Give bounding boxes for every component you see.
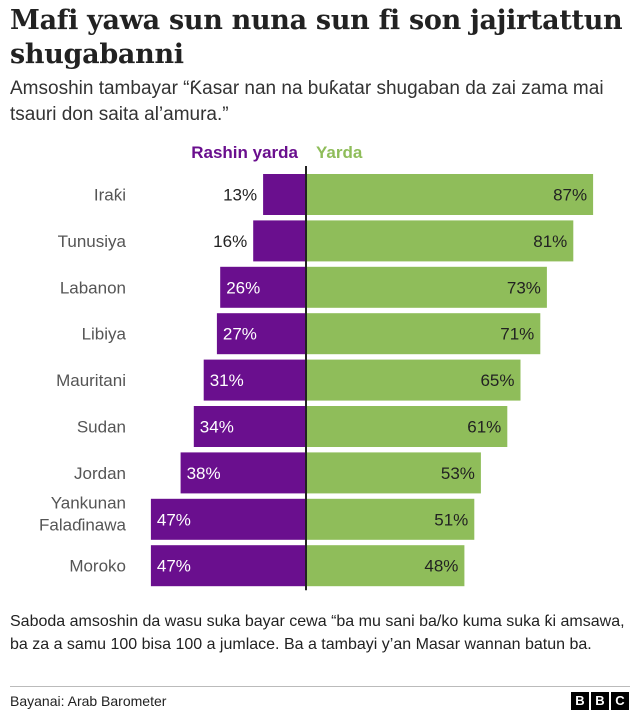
value-label-disagree: 47% (157, 557, 191, 576)
bar-disagree (203, 359, 306, 401)
bar-agree (306, 406, 508, 447)
value-label-disagree: 38% (187, 464, 221, 483)
chart-subtitle: Amsoshin tambayar “Ƙasar nan na buƙatar … (10, 78, 604, 125)
value-label-disagree: 16% (213, 232, 247, 251)
source-note: Bayanai: Arab Barometer (10, 693, 167, 709)
value-label-agree: 65% (480, 371, 514, 390)
bbc-logo: B B C (571, 692, 629, 710)
value-label-disagree: 27% (223, 325, 257, 344)
bar-disagree (220, 266, 306, 308)
value-label-disagree: 31% (210, 371, 244, 390)
category-label: Tunusiya (58, 232, 127, 251)
value-label-disagree: 13% (223, 186, 257, 205)
category-label: Jordan (74, 464, 126, 483)
bar-disagree (180, 452, 306, 494)
bar-agree (306, 359, 521, 401)
bbc-logo-letter: B (591, 692, 609, 710)
value-label-agree: 51% (434, 510, 468, 529)
bar-disagree (150, 545, 306, 587)
bar-agree (306, 498, 475, 540)
bar-agree (306, 266, 547, 308)
legend-agree: Yarda (316, 143, 363, 162)
value-label-disagree: 34% (200, 418, 234, 437)
bar-agree (306, 220, 574, 262)
category-label: Iraƙi (94, 186, 126, 205)
bar-disagree (253, 220, 306, 262)
legend-disagree: Rashin yarda (191, 143, 298, 162)
bar-agree (306, 174, 594, 215)
bar-agree (306, 452, 481, 494)
bar-disagree (193, 406, 306, 447)
value-label-disagree: 26% (226, 278, 260, 297)
value-label-agree: 48% (424, 557, 458, 576)
diverging-bar-chart: Rashin yarda Yarda Iraƙi 13% 87% Tunusiya 16% 8… (39, 143, 594, 591)
value-label-agree: 73% (507, 278, 541, 297)
bar-disagree (150, 498, 306, 540)
category-label: Libiya (82, 325, 127, 344)
value-label-agree: 81% (533, 232, 567, 251)
value-label-agree: 71% (500, 325, 534, 344)
divider (10, 686, 630, 687)
bar-agree (306, 545, 465, 587)
category-label: Labanon (60, 278, 126, 297)
value-label-disagree: 47% (157, 510, 191, 529)
bbc-logo-letter: B (571, 692, 589, 710)
bar-disagree (216, 313, 306, 355)
value-label-agree: 53% (441, 464, 475, 483)
category-label: Yankunan Falaɗinawa (39, 493, 126, 534)
category-label: Sudan (77, 418, 126, 437)
category-label: Mauritani (56, 371, 126, 390)
bbc-logo-letter: C (611, 692, 629, 710)
category-label: Moroko (69, 557, 126, 576)
bar-agree (306, 313, 541, 355)
value-label-agree: 87% (553, 186, 587, 205)
chart-title: Mafi yawa sun nuna sun fi son jajirtattu… (10, 5, 623, 70)
footnote: Saboda amsoshin da wasu suka bayar cewa … (10, 613, 625, 653)
value-label-agree: 61% (467, 418, 501, 437)
bar-disagree (263, 174, 306, 215)
